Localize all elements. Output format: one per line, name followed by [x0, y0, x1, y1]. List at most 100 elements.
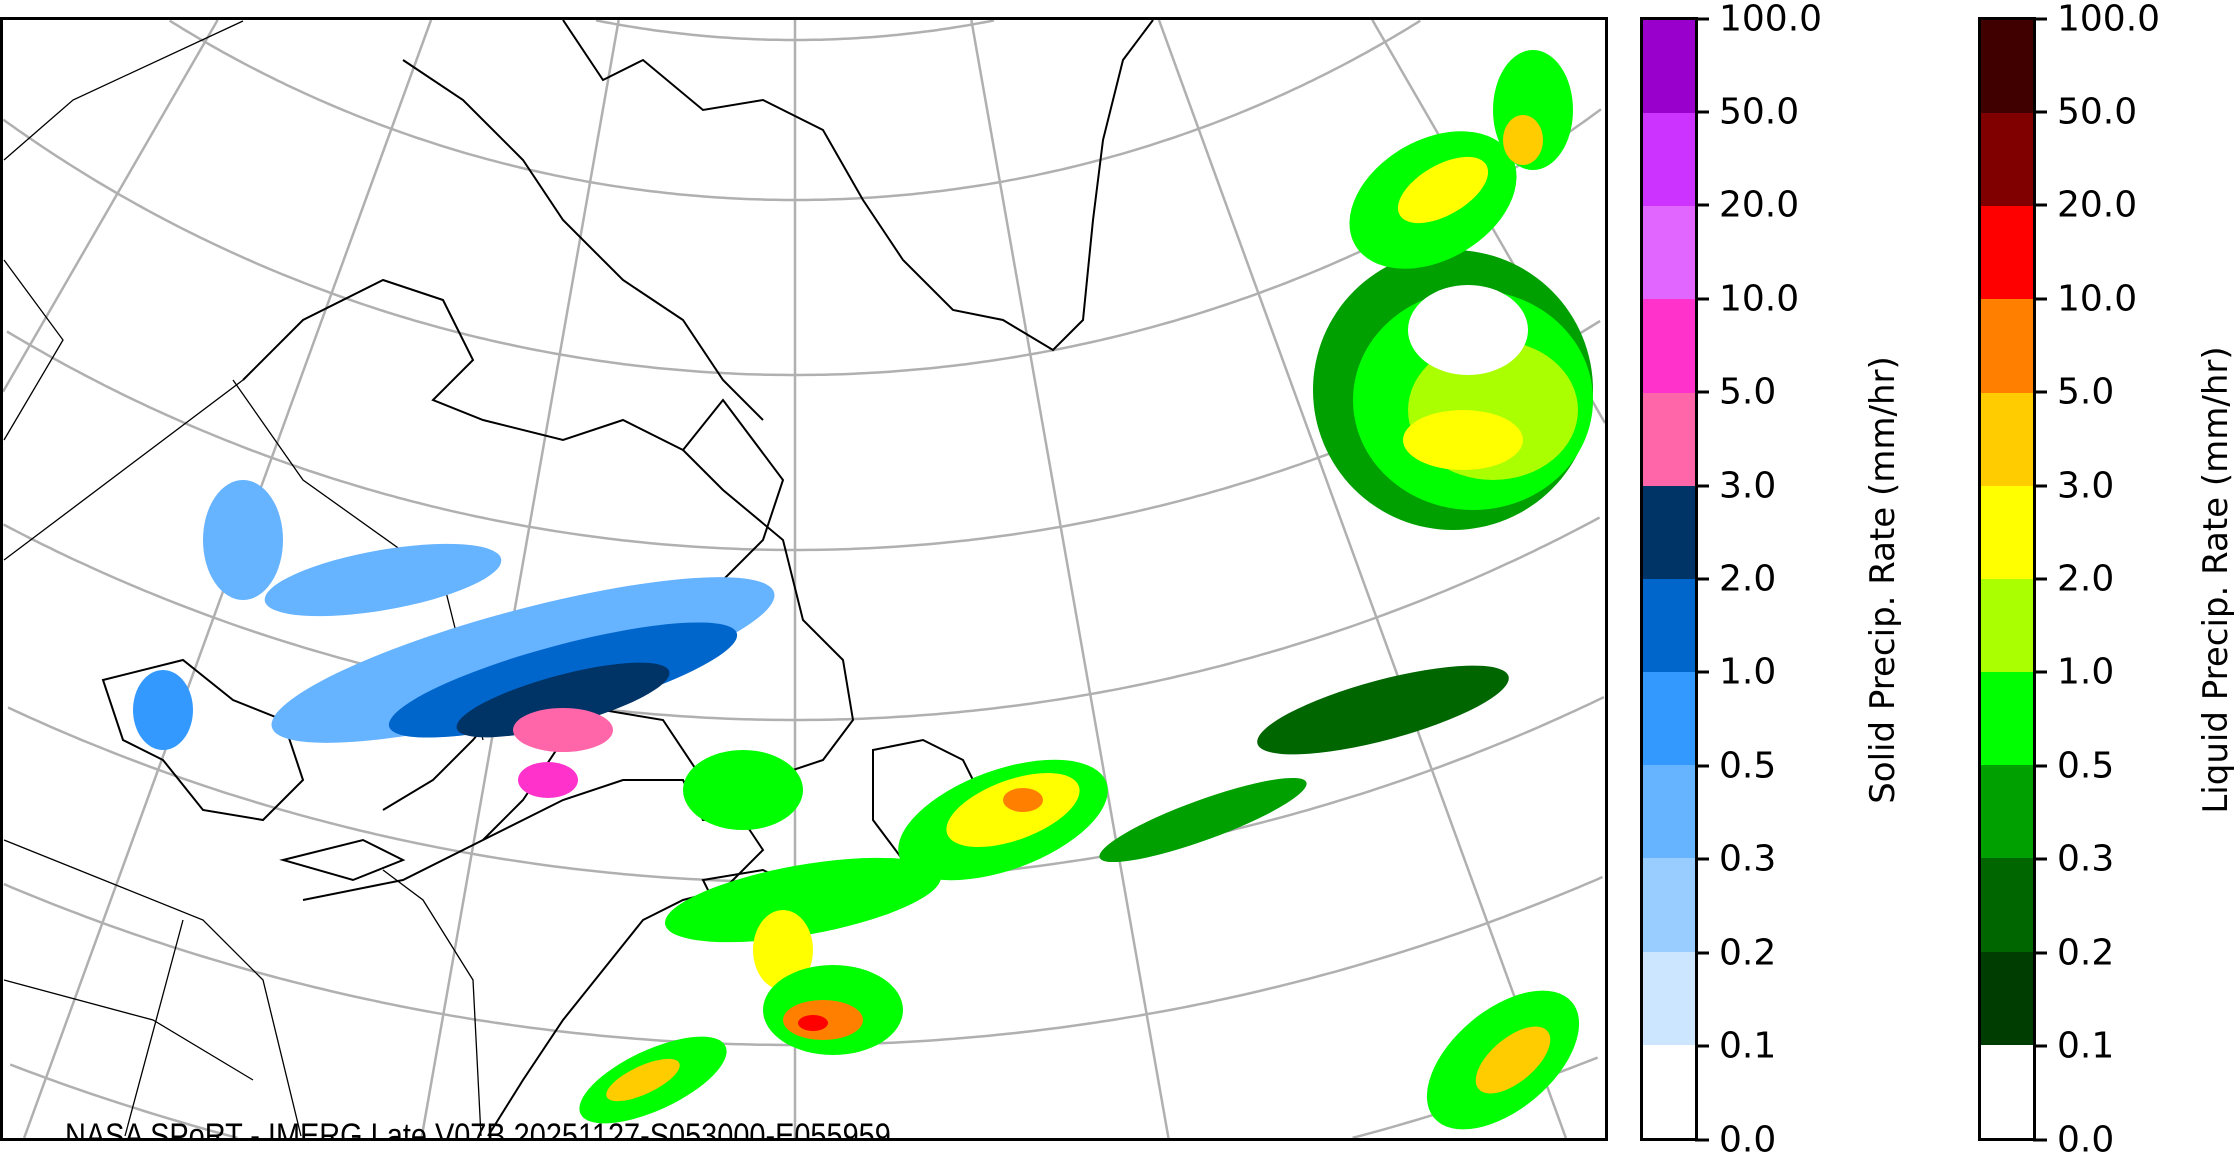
longitude-line	[420, 20, 620, 1138]
colorbar-segment	[1981, 206, 2033, 300]
tick-label: 10.0	[2057, 278, 2138, 320]
precip-area	[264, 543, 502, 617]
tick-label: 5.0	[2057, 371, 2115, 413]
latitude-line	[3, 516, 1601, 722]
precipitation-field	[133, 50, 1593, 1130]
colorbar-tick: 0.0	[1695, 1119, 1776, 1160]
precip-area	[1475, 1026, 1551, 1094]
colorbar-segment	[1643, 858, 1695, 952]
tick-mark	[1695, 203, 1709, 207]
tick-mark	[1695, 670, 1709, 674]
precip-area	[1003, 788, 1043, 812]
tick-mark	[1695, 857, 1709, 861]
map-canvas	[3, 20, 1605, 1138]
solid-precip-colorbar	[1640, 17, 1698, 1141]
precip-area	[1257, 665, 1509, 755]
tick-label: 1.0	[2057, 651, 2115, 693]
liquid-precip-colorbar	[1978, 17, 2036, 1141]
tick-label: 0.5	[2057, 745, 2115, 787]
solid-precip-label: Solid Precip. Rate (mm/hr)	[1863, 356, 1903, 804]
tick-label: 50.0	[1719, 91, 1800, 133]
colorbar-tick: 0.5	[2033, 745, 2114, 786]
tick-label: 0.3	[2057, 838, 2115, 880]
precip-area	[133, 670, 193, 750]
colorbar-segment	[1643, 765, 1695, 859]
cyclone-center	[1408, 285, 1528, 375]
colorbar-segment	[1981, 765, 2033, 859]
tick-label: 5.0	[1719, 371, 1777, 413]
tick-label: 0.0	[1719, 1119, 1777, 1160]
precip-area	[1099, 777, 1307, 863]
longitude-line	[3, 20, 219, 393]
tick-mark	[1695, 1138, 1709, 1141]
colorbar-tick: 3.0	[2033, 465, 2114, 506]
colorbar-tick: 0.2	[1695, 932, 1776, 973]
colorbar-tick: 10.0	[2033, 278, 2137, 319]
tick-label: 1.0	[1719, 651, 1777, 693]
tick-label: 0.2	[2057, 932, 2115, 974]
colorbar-tick: 50.0	[1695, 91, 1799, 132]
tick-mark	[2033, 297, 2047, 301]
colorbar-tick: 50.0	[2033, 91, 2137, 132]
colorbar-tick: 3.0	[1695, 465, 1776, 506]
latitude-line	[3, 108, 1602, 377]
colorbar-segment	[1981, 113, 2033, 207]
colorbar-tick: 20.0	[1695, 185, 1799, 226]
tick-mark	[1695, 17, 1709, 20]
tick-mark	[1695, 577, 1709, 581]
tick-label: 100.0	[2057, 0, 2161, 39]
colorbar-segment	[1981, 19, 2033, 114]
tick-mark	[2033, 951, 2047, 955]
precip-area	[1397, 156, 1489, 224]
tick-label: 20.0	[1719, 184, 1800, 226]
tick-mark	[2033, 1138, 2047, 1141]
tick-mark	[2033, 110, 2047, 114]
tick-mark	[2033, 1044, 2047, 1048]
colorbar-segment	[1643, 392, 1695, 486]
colorbar-tick: 10.0	[1695, 278, 1799, 319]
colorbar-tick: 5.0	[2033, 372, 2114, 413]
tick-mark	[2033, 203, 2047, 207]
colorbar-tick: 1.0	[2033, 652, 2114, 693]
precip-area	[203, 480, 283, 600]
colorbar-segment	[1643, 672, 1695, 766]
colorbar-tick: 0.2	[2033, 932, 2114, 973]
tick-mark	[2033, 484, 2047, 488]
colorbar-segment	[1981, 858, 2033, 952]
tick-mark	[2033, 670, 2047, 674]
tick-mark	[1695, 951, 1709, 955]
precip-area	[1503, 115, 1543, 165]
precip-area	[683, 750, 803, 830]
great-lakes	[101, 658, 406, 882]
precip-area	[456, 662, 670, 738]
political-borders	[3, 20, 484, 1137]
colorbar-segment	[1981, 1044, 2033, 1138]
precipitation-map: NASA SPoRT - IMERG Late V07B 20251127-S0…	[0, 17, 1608, 1141]
tick-mark	[2033, 17, 2047, 20]
colorbar-tick: 2.0	[1695, 559, 1776, 600]
liquid-precip-label: Liquid Precip. Rate (mm/hr)	[2196, 346, 2236, 814]
tick-mark	[2033, 390, 2047, 394]
tick-mark	[2033, 857, 2047, 861]
tick-label: 2.0	[2057, 558, 2115, 600]
precip-area	[753, 910, 813, 990]
colorbar-segment	[1643, 951, 1695, 1045]
colorbar-tick: 100.0	[1695, 0, 1822, 39]
tick-mark	[2033, 764, 2047, 768]
colorbar-segment	[1981, 578, 2033, 673]
precip-area	[606, 1058, 680, 1102]
colorbar-segment	[1643, 113, 1695, 207]
colorbar-tick: 2.0	[2033, 559, 2114, 600]
precip-area	[798, 1015, 828, 1031]
colorbar-tick: 0.0	[2033, 1119, 2114, 1160]
colorbar-tick: 0.5	[1695, 745, 1776, 786]
baffin-coast	[402, 59, 764, 421]
tick-mark	[1695, 1044, 1709, 1048]
colorbar-tick: 0.3	[1695, 839, 1776, 880]
colorbar-tick: 20.0	[2033, 185, 2137, 226]
colorbar-segment	[1643, 1044, 1695, 1138]
colorbar-segment	[1981, 672, 2033, 766]
colorbar-tick: 0.1	[1695, 1026, 1776, 1067]
precip-area	[664, 857, 942, 943]
tick-label: 0.3	[1719, 838, 1777, 880]
